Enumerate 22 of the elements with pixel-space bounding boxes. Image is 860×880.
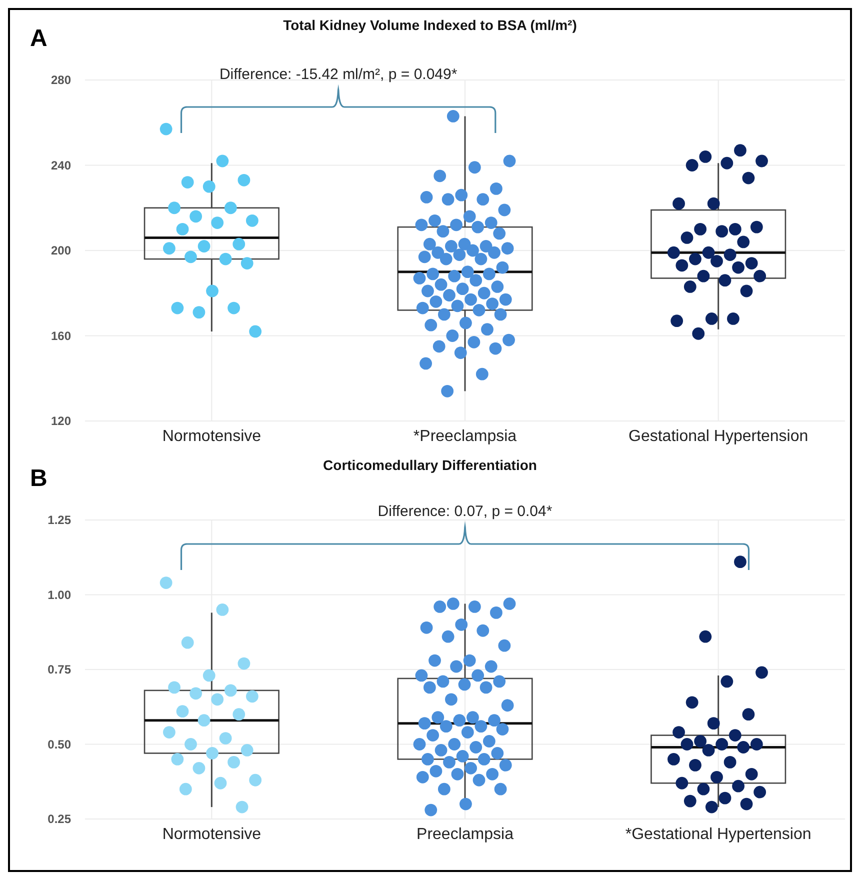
x-tick-label: Gestational Hypertension: [628, 428, 808, 445]
y-tick-label: 240: [50, 158, 72, 172]
x-tick-label: Normotensive: [162, 428, 262, 445]
text: B: [30, 465, 48, 492]
chart-title: Total Kidney Volume Indexed to BSA (ml/m²): [283, 17, 577, 33]
x-tick-label: Normotensive: [162, 826, 262, 843]
y-tick-label: 0.75: [48, 662, 72, 677]
y-tick-label: 120: [50, 414, 72, 428]
chart-title: Corticomedullary Differentiation: [323, 457, 537, 473]
y-tick-label: 280: [50, 73, 72, 88]
annotation: Difference: 0.07, p = 0.04*: [378, 503, 552, 520]
y-tick-label: 200: [50, 244, 72, 258]
annotation: Difference: -15.42 ml/m², p = 0.049*: [219, 66, 458, 83]
y-tick-label: 0.50: [48, 737, 72, 752]
y-tick-label: 0.25: [48, 812, 72, 826]
y-tick-label: 160: [50, 328, 72, 343]
text: A: [30, 25, 48, 52]
x-tick-label: Preeclampsia: [416, 826, 514, 843]
x-tick-label: *Preeclampsia: [413, 428, 517, 445]
y-tick-label: 1.25: [48, 513, 72, 528]
y-tick-label: 1.00: [48, 588, 72, 602]
x-tick-label: *Gestational Hypertension: [625, 826, 812, 843]
